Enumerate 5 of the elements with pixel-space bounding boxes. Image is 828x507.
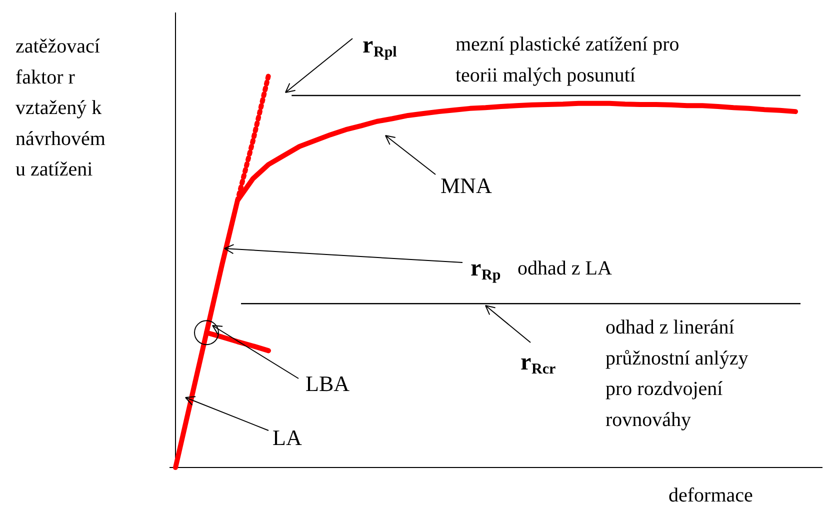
annotation: LBA: [306, 371, 350, 396]
annotation: MNA: [440, 173, 492, 198]
x-axis-title: deformace: [668, 484, 754, 506]
y-axis-title: zatěžovací faktor r vztažený k návrhovém u zatíženi: [16, 36, 106, 181]
annotation: LA: [272, 425, 302, 450]
